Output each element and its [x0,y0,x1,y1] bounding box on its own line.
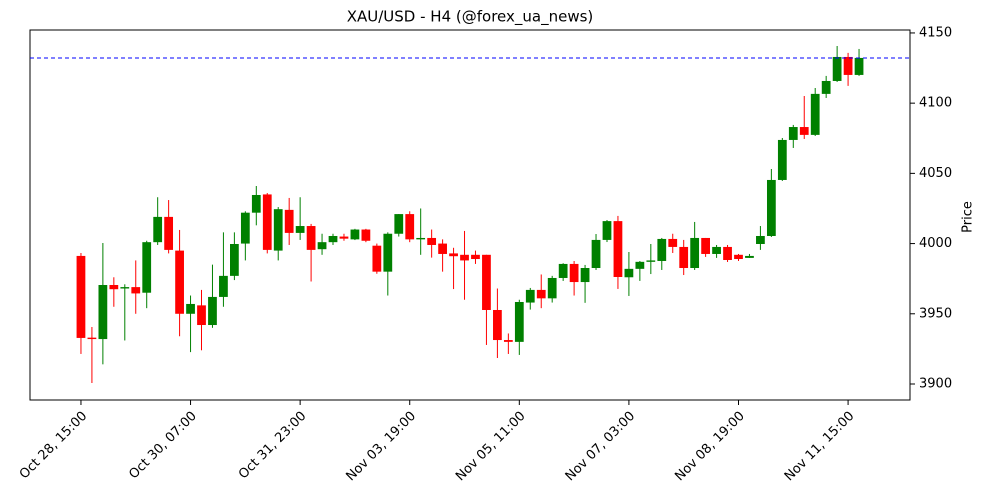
candle-body [76,255,86,338]
candle-body [514,301,524,342]
candle-body [624,268,634,278]
candle-body [591,239,601,269]
candle-body [98,284,108,340]
y-tick-label: 3900 [919,376,952,391]
candle-body [657,238,667,261]
candle-body [602,221,612,240]
candle-body [164,216,174,250]
x-tick-label: Oct 31, 23:00 [236,409,309,482]
candle-body [460,254,469,261]
candle-body [777,139,787,180]
candle-body [350,229,360,240]
y-tick-label: 4050 [919,166,952,181]
candle-body [186,303,195,314]
x-tick-label: Nov 05, 11:00 [453,409,529,485]
candle-body [646,260,656,262]
plot-frame [29,29,911,401]
candle-body [449,253,458,257]
x-tick-label: Oct 28, 15:00 [17,409,90,482]
candle-body [668,238,678,247]
candle-body [482,254,491,310]
y-tick-label: 4150 [919,25,952,40]
candle-body [120,287,130,289]
candle-body [493,309,502,341]
candle-body [854,57,864,75]
candle-body [843,56,853,75]
candle-body [273,209,283,251]
candle-body [569,263,579,283]
candle-body [87,337,97,340]
candle-body [712,246,721,254]
candle-body [219,275,228,297]
x-tick-label: Oct 30, 07:00 [126,409,199,482]
candle-body [328,235,338,243]
candle-body [208,296,217,326]
candle-body [405,214,415,240]
candle-body [525,289,535,303]
candle-body [284,209,294,233]
candle-body [361,229,371,241]
candle-body [251,194,261,213]
candle-body [372,245,382,272]
candle-body [788,127,798,140]
candle-body [175,250,184,314]
candle-body [766,179,776,236]
x-tick-label: Nov 08, 19:00 [672,409,748,485]
candle-body [262,194,272,250]
x-tick-label: Nov 07, 03:00 [563,409,639,485]
candle-body [230,243,239,276]
candle-body [295,226,305,233]
candle-body [734,254,743,260]
candle-body [690,237,700,269]
candle-body [427,237,437,245]
candle-body [536,289,546,299]
x-tick-label: Nov 11, 15:00 [782,409,858,485]
candle-body [547,277,557,299]
x-tick-label: Nov 03, 19:00 [344,409,420,485]
candle-body [723,246,732,261]
candle-body [679,246,689,269]
candle-body [471,254,480,260]
candle-body [383,233,393,272]
candle-body [438,243,447,254]
candle-body [153,216,163,243]
candle-body [799,127,809,135]
candle-body [701,237,710,254]
candle-body [635,261,645,269]
candle-body [832,56,842,81]
candle-body [745,255,754,258]
candle-body [142,242,152,293]
candle-body [821,80,831,94]
candle-body [810,93,820,135]
candle-body [317,242,327,250]
candle-body [197,305,206,326]
candle-body [131,287,141,294]
y-tick-label: 4000 [919,236,952,251]
candle-body [756,235,765,244]
candle-body [558,263,568,278]
candle-body [394,214,404,234]
candle-body [240,212,250,244]
candle-body [613,221,623,277]
y-tick-label: 4100 [919,96,952,111]
candle-body [416,237,426,240]
candle-body [580,268,590,283]
chart-title: XAU/USD - H4 (@forex_ua_news) [347,8,594,27]
candle-body [503,340,513,342]
y-tick-label: 3950 [919,306,952,321]
y-axis-label: Price [961,201,976,233]
candle-body [306,226,316,250]
candle-body [339,236,349,239]
candle-body [109,284,119,290]
